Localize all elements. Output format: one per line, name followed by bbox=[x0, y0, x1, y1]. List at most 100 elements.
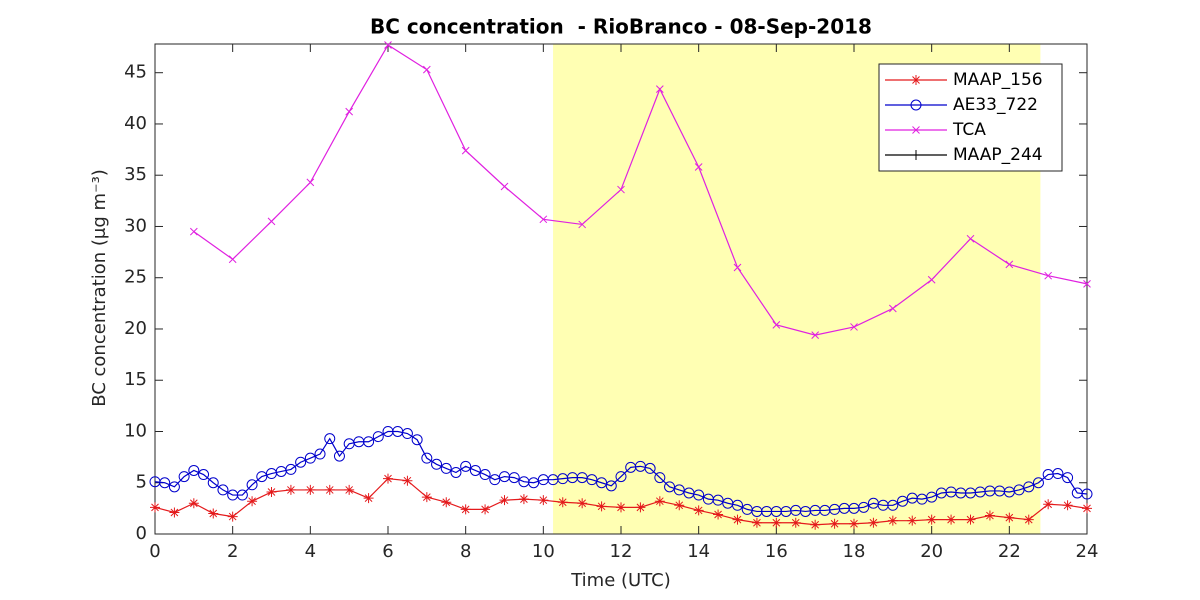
data-point bbox=[228, 255, 237, 264]
data-point bbox=[596, 477, 608, 489]
data-point bbox=[383, 473, 393, 484]
legend-label: MAAP_156 bbox=[953, 70, 1043, 90]
data-point bbox=[305, 484, 316, 495]
data-point bbox=[655, 85, 664, 93]
x-tick-label: 0 bbox=[149, 541, 160, 562]
data-point bbox=[674, 500, 685, 511]
x-tick-label: 6 bbox=[382, 541, 393, 562]
data-point bbox=[1023, 514, 1034, 525]
data-point bbox=[1013, 484, 1025, 496]
data-point bbox=[169, 507, 180, 518]
y-tick-label: 25 bbox=[124, 267, 147, 288]
data-point bbox=[1081, 488, 1093, 500]
y-tick-label: 30 bbox=[124, 215, 147, 236]
data-point bbox=[926, 491, 938, 503]
data-point bbox=[401, 428, 413, 440]
data-point bbox=[1023, 481, 1035, 493]
y-tick-label: 0 bbox=[136, 523, 147, 544]
data-point bbox=[1043, 499, 1054, 510]
data-point bbox=[693, 489, 705, 501]
data-point bbox=[247, 496, 258, 507]
data-point bbox=[150, 502, 160, 513]
data-point bbox=[1004, 512, 1015, 523]
legend-marker bbox=[911, 75, 921, 85]
data-point bbox=[673, 484, 685, 496]
data-point bbox=[246, 479, 258, 491]
legend-marker bbox=[911, 150, 921, 160]
data-point bbox=[189, 227, 198, 236]
data-point bbox=[829, 518, 840, 529]
data-point bbox=[372, 431, 384, 443]
data-point bbox=[285, 463, 297, 475]
x-tick-label: 14 bbox=[687, 541, 710, 562]
data-point bbox=[946, 514, 957, 525]
data-point bbox=[421, 452, 433, 464]
data-point bbox=[295, 456, 307, 468]
legend-marker bbox=[912, 126, 920, 134]
data-point bbox=[617, 185, 625, 194]
data-point bbox=[304, 452, 316, 464]
data-point bbox=[285, 484, 296, 495]
data-point bbox=[306, 178, 315, 187]
data-point bbox=[333, 450, 345, 462]
data-point bbox=[694, 163, 703, 171]
data-point bbox=[966, 234, 975, 243]
y-tick-label: 5 bbox=[136, 472, 147, 493]
data-point bbox=[577, 498, 588, 509]
data-point bbox=[314, 448, 326, 460]
data-point bbox=[790, 517, 801, 528]
data-point bbox=[1083, 280, 1091, 288]
data-point bbox=[450, 466, 462, 478]
x-tick-label: 22 bbox=[998, 541, 1021, 562]
y-tick-label: 10 bbox=[124, 420, 147, 441]
y-tick-label: 45 bbox=[124, 62, 147, 83]
x-tick-label: 16 bbox=[765, 541, 788, 562]
data-point bbox=[324, 433, 336, 445]
data-point bbox=[1032, 477, 1044, 489]
data-point bbox=[508, 472, 520, 484]
x-axis-label: Time (UTC) bbox=[570, 570, 671, 591]
data-point bbox=[712, 494, 724, 506]
data-point bbox=[926, 514, 937, 525]
data-point bbox=[557, 497, 568, 508]
data-point bbox=[256, 471, 268, 483]
data-point bbox=[363, 436, 375, 448]
legend-label: TCA bbox=[952, 120, 986, 140]
data-point bbox=[208, 508, 219, 519]
data-point bbox=[693, 505, 704, 516]
data-point bbox=[713, 509, 724, 520]
data-point bbox=[907, 515, 918, 526]
data-point bbox=[227, 511, 238, 522]
data-point bbox=[965, 514, 976, 525]
data-point bbox=[751, 517, 762, 528]
x-tick-label: 10 bbox=[532, 541, 555, 562]
data-point bbox=[460, 504, 471, 515]
data-point bbox=[421, 492, 432, 503]
data-point bbox=[654, 496, 665, 507]
data-point bbox=[888, 304, 897, 313]
data-point bbox=[480, 504, 491, 515]
data-point bbox=[1052, 468, 1064, 480]
data-point bbox=[605, 480, 617, 492]
data-point bbox=[324, 484, 335, 495]
data-point bbox=[732, 499, 743, 511]
data-point bbox=[539, 215, 548, 224]
data-point bbox=[616, 502, 626, 513]
data-point bbox=[635, 502, 646, 513]
data-point bbox=[850, 323, 858, 331]
data-point bbox=[1062, 500, 1073, 511]
x-tick-label: 4 bbox=[305, 541, 316, 562]
data-point bbox=[596, 501, 607, 512]
data-point bbox=[810, 519, 821, 530]
data-point bbox=[858, 501, 870, 513]
series-line bbox=[154, 430, 1088, 513]
data-point bbox=[927, 275, 936, 284]
y-axis-label: BC concentration (μg m⁻³) bbox=[89, 169, 110, 407]
data-point bbox=[461, 146, 470, 155]
data-point bbox=[159, 477, 171, 489]
data-point bbox=[469, 464, 481, 476]
data-point bbox=[1005, 260, 1014, 269]
x-tick-label: 20 bbox=[920, 541, 943, 562]
data-point bbox=[771, 517, 782, 528]
